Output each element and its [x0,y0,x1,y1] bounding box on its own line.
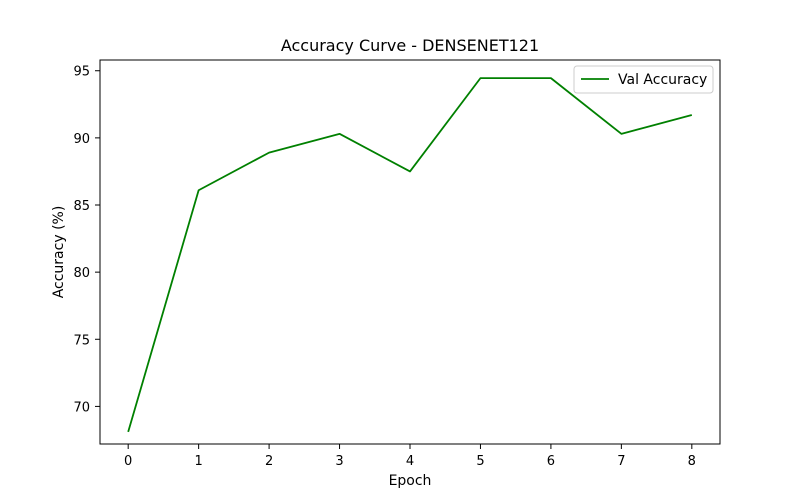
plot-frame [99,59,721,445]
x-tick-label: 8 [688,454,696,469]
y-axis-ticks: 70 75 80 85 90 95 [73,65,100,415]
x-tick-label: 5 [476,454,484,469]
y-tick-label: 75 [73,333,90,348]
y-tick-label: 90 [73,132,90,147]
chart-title: Accuracy Curve - DENSENET121 [281,36,539,55]
y-tick-label: 95 [73,65,90,80]
y-tick-label: 70 [73,400,90,415]
x-axis-label: Epoch [389,473,432,489]
y-axis-label: Accuracy (%) [51,206,67,299]
legend: Val Accuracy [573,65,714,94]
x-tick-label: 3 [335,454,343,469]
x-tick-label: 6 [547,454,555,469]
x-tick-label: 4 [406,454,414,469]
y-tick-label: 85 [73,199,90,214]
x-tick-label: 7 [617,454,625,469]
x-tick-label: 1 [194,454,202,469]
x-tick-label: 0 [124,454,132,469]
x-axis-ticks: 0 1 2 3 4 5 6 7 8 [124,444,696,469]
series-layer [127,77,693,433]
legend-label: Val Accuracy [618,72,707,88]
y-tick-label: 80 [73,266,90,281]
legend-box [573,65,714,94]
x-tick-label: 2 [265,454,273,469]
plot-area: 0 1 2 3 4 5 6 7 8 70 75 80 85 90 95 [73,59,721,469]
series-line-val-accuracy [127,77,693,433]
